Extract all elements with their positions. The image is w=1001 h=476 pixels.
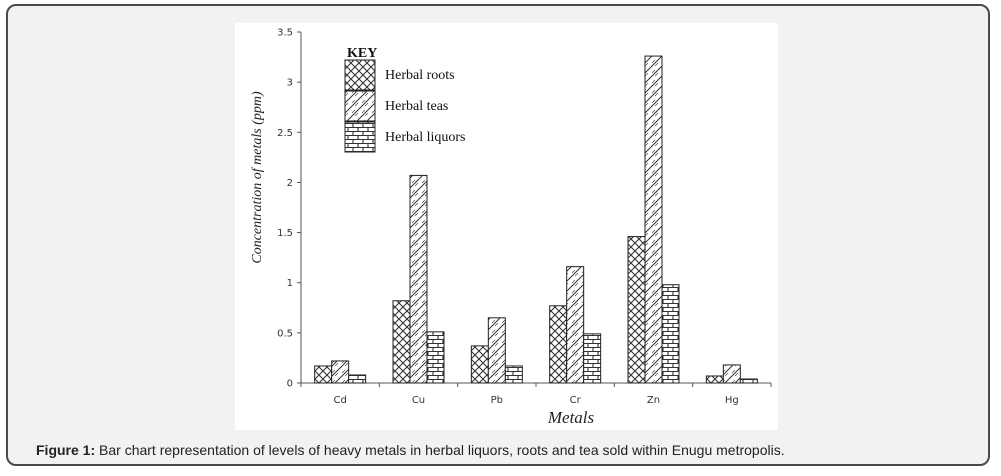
bar-zn-herbal-roots [627,236,646,384]
bar-cr-herbal-roots [549,305,568,384]
bar-zn-herbal-teas [644,55,663,384]
legend-swatch-herbal-teas [344,90,376,122]
bar-cr-herbal-liquors [583,333,602,384]
figure-label: Figure 1: [36,442,96,458]
bar-cu-herbal-liquors [426,331,445,384]
y-tick-label: 3 [287,78,293,89]
x-axis-title: Metals [547,408,595,427]
bar-hg-herbal-roots [705,375,724,384]
bar-cu-herbal-teas [409,174,428,384]
x-tick-label-cu: Cu [412,395,425,406]
y-tick-label: 2.5 [277,128,293,139]
x-tick-label-zn: Zn [647,395,660,406]
legend: KEY Herbal roots Herbal teas Herbal liquors [344,46,465,153]
legend-title: KEY [347,46,377,61]
x-tick-label-cr: Cr [570,395,582,406]
bar-pb-herbal-teas [487,317,506,384]
legend-label-herbal-roots: Herbal roots [385,68,455,83]
y-tick-label: 0 [287,379,293,390]
bar-hg-herbal-teas [722,364,741,384]
bar-cr-herbal-teas [566,266,585,384]
axis-labels: Cd Cu Pb Cr Zn Hg Metals Concentration of metal… [250,91,739,427]
axes: 0 0.5 1 1.5 2 2.5 3 3.5 [277,28,772,390]
legend-label-herbal-liquors: Herbal liquors [385,130,465,145]
chart-panel: 0 0.5 1 1.5 2 2.5 3 3.5 Cd Cu Pb Cr Zn Hg Metals Conce… [235,23,778,430]
legend-swatch-herbal-roots [344,59,376,91]
bar-cd-herbal-roots [314,365,333,384]
figure-caption-text: Bar chart representation of levels of he… [99,442,785,458]
x-tick-label-cd: Cd [333,395,346,406]
bar-hg-herbal-liquors [739,378,758,384]
bar-cd-herbal-teas [331,360,350,384]
legend-swatch-herbal-liquors [344,121,376,153]
bar-pb-herbal-roots [470,345,489,384]
y-tick-label: 3.5 [277,28,293,39]
legend-label-herbal-teas: Herbal teas [385,99,448,114]
x-tick-label-hg: Hg [725,395,739,406]
bars [314,55,758,384]
y-tick-label: 1 [287,278,293,289]
bar-cd-herbal-liquors [348,374,367,384]
bar-chart: 0 0.5 1 1.5 2 2.5 3 3.5 Cd Cu Pb Cr Zn Hg Metals Conce… [250,28,772,427]
bar-pb-herbal-liquors [504,365,523,384]
figure-caption: Figure 1: Bar chart representation of le… [36,442,785,458]
x-tick-label-pb: Pb [491,395,503,406]
y-tick-label: 2 [287,178,293,189]
y-tick-label: 1.5 [277,228,293,239]
bar-cu-herbal-roots [392,300,411,384]
figure-frame: 0 0.5 1 1.5 2 2.5 3 3.5 Cd Cu Pb Cr Zn Hg Metals Conce… [6,4,990,466]
bar-zn-herbal-liquors [661,284,680,384]
y-tick-label: 0.5 [277,328,293,339]
y-axis-title: Concentration of metals (ppm) [250,91,265,264]
